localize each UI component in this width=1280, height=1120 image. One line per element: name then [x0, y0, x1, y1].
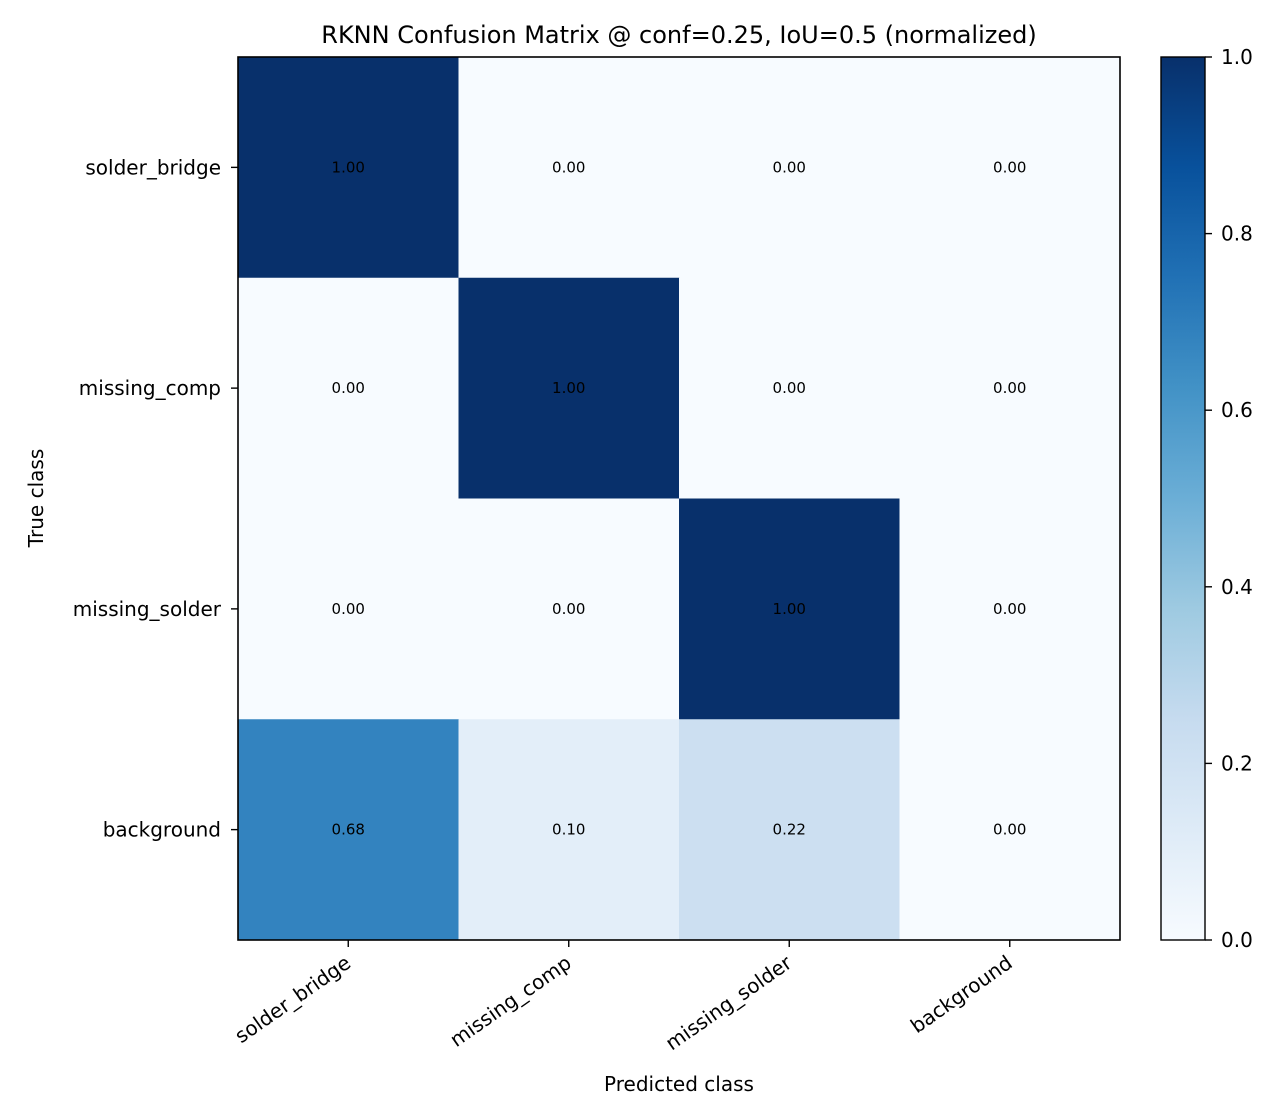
- cell-value-label: 0.00: [993, 600, 1026, 618]
- heatmap-cell: [899, 277, 1121, 499]
- heatmap-cell: [899, 57, 1121, 279]
- y-axis: solder_bridge missing_comp missing_solderb…: [73, 155, 238, 842]
- cell-value-label: 0.00: [993, 158, 1026, 176]
- colorbar-tick-label: 0.6: [1221, 398, 1253, 422]
- cell-value-label: 1.00: [332, 158, 365, 176]
- y-tick-label: background: [103, 818, 221, 842]
- cell-value-label: 0.00: [993, 379, 1026, 397]
- cell-value-label: 1.00: [552, 379, 585, 397]
- colorbar-tick-label: 0.2: [1221, 751, 1253, 775]
- heatmap-cell: [238, 277, 459, 499]
- heatmap-cell: [899, 719, 1121, 941]
- heatmap-cell: [458, 719, 680, 941]
- cell-value-label: 0.22: [773, 821, 806, 839]
- colorbar-tick-label: 1.0: [1221, 45, 1253, 69]
- heatmap-cell: [458, 57, 680, 279]
- cell-value-label: 1.00: [773, 600, 806, 618]
- y-tick-label: missing_comp: [79, 376, 221, 400]
- heatmap-cells: [238, 57, 1121, 941]
- cell-value-label: 0.00: [773, 379, 806, 397]
- colorbar-ticks: 0.0 0.2 0.4 0.6 0.8 1.0: [1205, 45, 1253, 952]
- heatmap-cell: [679, 277, 900, 499]
- heatmap-cell: [458, 277, 680, 499]
- x-axis-label: Predicted class: [604, 1072, 754, 1096]
- heatmap-cell: [238, 498, 459, 720]
- y-axis-label: True class: [24, 449, 48, 549]
- heatmap-cell: [679, 719, 900, 941]
- colorbar-tick-label: 0.0: [1221, 928, 1253, 952]
- cell-value-label: 0.00: [332, 600, 365, 618]
- heatmap-cell: [679, 57, 900, 279]
- heatmap-cell: [899, 498, 1121, 720]
- heatmap-cell: [238, 57, 459, 279]
- chart-title: RKNN Confusion Matrix @ conf=0.25, IoU=0…: [321, 21, 1036, 49]
- cell-value-label: 0.00: [993, 821, 1026, 839]
- colorbar-tick-label: 0.8: [1221, 222, 1253, 246]
- heatmap-value-labels: 1.00 0.00 0.00 0.00 0.00 1.00 0.00 0.00 0.00 0.00…: [332, 158, 1027, 838]
- colorbar-tick-label: 0.4: [1221, 575, 1253, 599]
- heatmap-cell: [458, 498, 680, 720]
- cell-value-label: 0.00: [552, 600, 585, 618]
- cell-value-label: 0.68: [332, 821, 365, 839]
- colorbar: [1160, 56, 1206, 941]
- plot-frame: [237, 56, 1121, 941]
- heatmap-cell: [679, 498, 900, 720]
- heatmap-cell: [238, 719, 459, 941]
- y-tick-label: missing_solder: [73, 597, 222, 621]
- cell-value-label: 0.00: [552, 158, 585, 176]
- cell-value-label: 0.00: [332, 379, 365, 397]
- cell-value-label: 0.10: [552, 821, 585, 839]
- y-tick-label: solder_bridge: [85, 155, 221, 179]
- cell-value-label: 0.00: [773, 158, 806, 176]
